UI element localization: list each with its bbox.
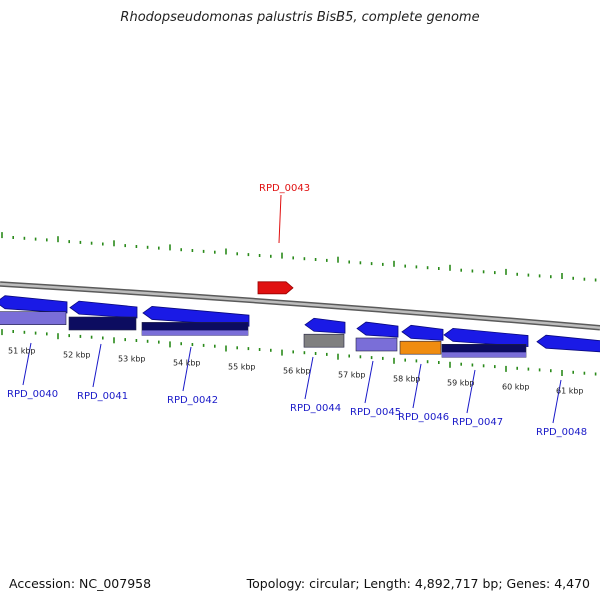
label-leader-line: [278, 194, 282, 244]
kbp-label: 51 kbp: [8, 347, 36, 356]
lower-tick-row: [1, 329, 597, 376]
kbp-label: 54 kbp: [173, 359, 201, 368]
highlighted-gene-arrow: [257, 281, 294, 295]
topology-text: Topology: circular; Length: 4,892,717 bp…: [246, 576, 590, 591]
backbone-line: [0, 282, 600, 330]
gene-label-rpd-0041[interactable]: RPD_0041: [77, 391, 128, 402]
label-leader-line: [182, 346, 192, 392]
label-leader-line: [22, 342, 32, 386]
genome-title: Rhodopseudomonas palustris BisB5, comple…: [120, 10, 480, 25]
gene-label-rpd-0046[interactable]: RPD_0046: [398, 412, 449, 423]
kbp-label: 55 kbp: [228, 363, 256, 372]
label-leader-line: [552, 379, 562, 424]
gene-arrow: [356, 321, 399, 338]
gene-labels: RPD_0040 RPD_0041 RPD_0042 RPD_0043 RPD_0044…: [7, 183, 587, 438]
gene-label-rpd-0043[interactable]: RPD_0043: [259, 183, 310, 194]
label-leader-line: [92, 343, 102, 388]
kbp-label: 61 kbp: [556, 387, 584, 396]
accession-text: Accession: NC_007958: [9, 576, 152, 591]
kbp-label: 57 kbp: [338, 371, 366, 380]
gene-arrow: [69, 300, 138, 319]
label-leader-line: [364, 360, 374, 404]
kbp-label: 59 kbp: [447, 379, 475, 388]
gene-arrow: [443, 327, 529, 347]
gene-arrow: [536, 334, 600, 353]
gene-arrow: [304, 317, 346, 334]
kbp-label: 52 kbp: [63, 351, 91, 360]
gene-label-rpd-0045[interactable]: RPD_0045: [350, 407, 401, 418]
kbp-label: 60 kbp: [502, 383, 530, 392]
gene-label-rpd-0048[interactable]: RPD_0048: [536, 427, 587, 438]
cds-bar: [399, 340, 442, 355]
label-leader-line: [304, 356, 314, 400]
kbp-label: 56 kbp: [283, 367, 311, 376]
cds-bar-stripe: [442, 352, 526, 358]
gene-track: [0, 281, 600, 353]
gene-label-rpd-0040[interactable]: RPD_0040: [7, 389, 58, 400]
gene-arrow: [142, 306, 250, 327]
gene-label-rpd-0044[interactable]: RPD_0044: [290, 403, 341, 414]
cds-bar-stripe: [142, 330, 248, 336]
kbp-scale: 51 kbp 52 kbp 53 kbp 54 kbp 55 kbp 56 kbp 57 k…: [8, 347, 584, 396]
kbp-label: 58 kbp: [393, 375, 421, 384]
cds-bar: [68, 316, 137, 331]
cds-bar: [0, 311, 67, 326]
label-leader-line: [412, 363, 422, 409]
label-leader-line: [466, 369, 476, 414]
kbp-label: 53 kbp: [118, 355, 146, 364]
cds-bar: [303, 333, 345, 348]
cds-track: [0, 311, 527, 358]
genome-backbone: [0, 281, 600, 331]
cds-bar: [355, 337, 398, 352]
gene-label-rpd-0042[interactable]: RPD_0042: [167, 395, 218, 406]
gene-label-rpd-0047[interactable]: RPD_0047: [452, 417, 503, 428]
upper-tick-row: [1, 232, 597, 282]
gene-arrow: [0, 295, 68, 314]
gene-arrow: [401, 324, 444, 341]
